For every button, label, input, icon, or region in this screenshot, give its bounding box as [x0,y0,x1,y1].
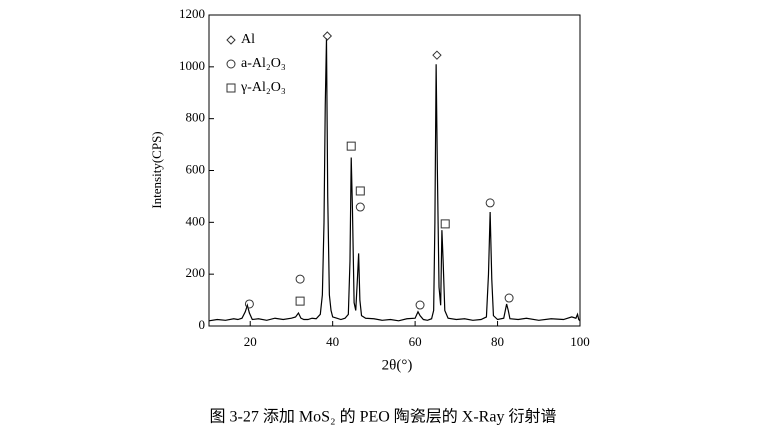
y-tick-label: 1200 [179,6,205,21]
legend-symbol [226,83,236,93]
peak-marker [322,31,333,41]
legend-label: Al [241,32,255,47]
y-tick-label: 0 [199,317,206,332]
x-tick-label: 80 [491,334,504,349]
peak-marker [485,198,495,208]
legend-label: a-Al₂O₃ [241,56,286,71]
x-tick-label: 60 [409,334,422,349]
y-tick-label: 800 [186,110,206,125]
x-axis-label: 2θ(°) [382,357,413,373]
peak-marker [355,186,365,196]
y-tick-label: 1000 [179,58,205,73]
legend-label: γ-Al₂O₃ [240,80,286,95]
xrd-line [208,38,581,322]
peak-marker [355,202,365,212]
legend-symbol [226,35,236,45]
peak-marker [244,299,254,309]
peak-marker [295,296,305,306]
peak-marker [415,300,425,310]
x-tick-label: 20 [244,334,257,349]
x-tick-label: 100 [570,334,590,349]
legend-symbol [226,59,236,69]
peak-marker [295,274,305,284]
x-tick-label: 40 [326,334,339,349]
peak-marker [504,293,514,303]
peak-marker [432,50,442,60]
peak-marker [346,141,356,151]
peak-marker [440,219,450,229]
y-tick-label: 200 [186,265,206,280]
y-tick-label: 600 [186,161,206,176]
y-tick-label: 400 [186,213,206,228]
y-axis-label: Intensity(CPS) [149,131,164,208]
caption: 图 3-27 添加 MoS₂ 的 PEO 陶瓷层的 X-Ray 衍射谱 [210,408,557,426]
